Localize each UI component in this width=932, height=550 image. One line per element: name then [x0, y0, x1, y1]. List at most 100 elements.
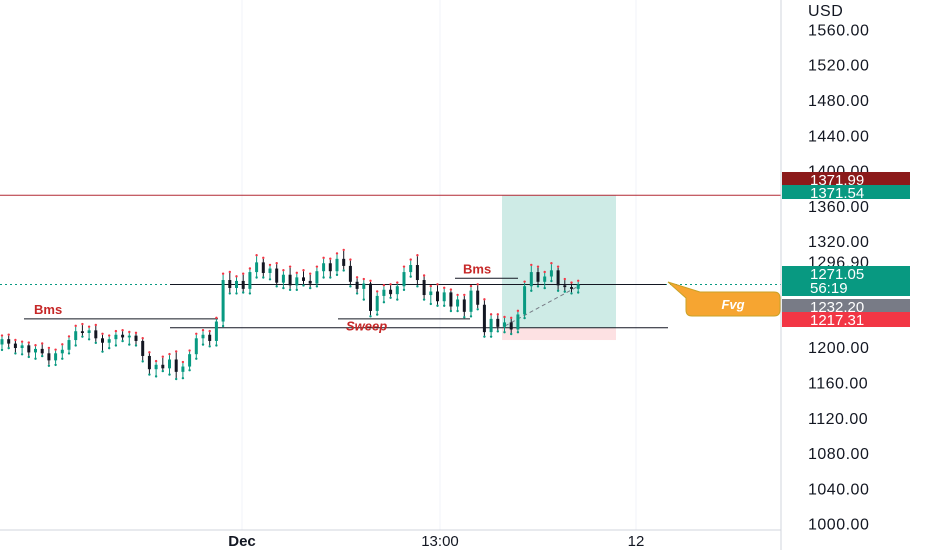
candle-body — [0, 339, 4, 345]
candle-body — [476, 290, 480, 305]
swing-high-marker — [168, 352, 171, 356]
candle — [516, 309, 520, 334]
swing-low-marker — [114, 344, 118, 347]
candle-body — [27, 345, 31, 353]
swing-low-marker — [168, 373, 171, 376]
swing-low-marker — [134, 344, 138, 347]
swing-low-marker — [483, 335, 486, 338]
swing-high-marker — [41, 342, 44, 345]
price-tag-label: 1371.54 — [810, 185, 864, 202]
swing-high-marker — [34, 344, 37, 347]
swing-low-marker — [429, 302, 432, 306]
swing-high-marker — [496, 313, 499, 316]
candle — [127, 330, 131, 346]
price-tag-countdown: 56:19 — [810, 280, 848, 297]
swing-low-marker — [188, 368, 191, 372]
swing-low-marker — [41, 354, 44, 358]
swing-low-marker — [449, 309, 453, 313]
candle-body — [556, 270, 560, 286]
swing-low-marker — [148, 373, 151, 376]
candle-body — [74, 331, 78, 341]
candle-body — [308, 280, 312, 284]
candle — [469, 284, 473, 318]
price-axis[interactable]: USD 1560.001520.001480.001440.001400.001… — [780, 0, 932, 550]
candle — [13, 338, 17, 355]
candle-body — [214, 321, 218, 341]
swing-high-marker — [275, 261, 278, 265]
candle-body — [369, 283, 372, 311]
currency-label: USD — [808, 3, 843, 20]
candle — [261, 256, 265, 279]
swing-high-marker — [530, 263, 533, 267]
swing-high-marker — [268, 263, 272, 267]
swing-high-marker — [61, 343, 64, 346]
candle-body — [409, 265, 413, 273]
swing-low-marker — [422, 298, 426, 301]
swing-low-marker — [469, 315, 473, 318]
swing-high-marker — [128, 330, 131, 334]
swing-high-marker — [121, 329, 124, 332]
candle — [181, 360, 185, 380]
candle-body — [328, 263, 332, 272]
swing-high-marker — [288, 265, 292, 268]
x-tick-label: 12 — [628, 533, 645, 550]
candle — [80, 322, 84, 338]
swing-high-marker — [429, 284, 432, 288]
candle-body — [188, 354, 192, 367]
swing-low-marker — [476, 308, 479, 311]
swing-high-marker — [355, 276, 359, 279]
candle — [496, 313, 500, 333]
price-tag-box — [782, 172, 910, 186]
candle-body — [523, 286, 527, 315]
candle — [429, 284, 433, 306]
swing-low-marker — [369, 315, 372, 318]
candle-body — [261, 262, 265, 273]
swing-low-marker — [536, 285, 540, 288]
swing-high-marker — [436, 283, 439, 286]
candle — [114, 329, 118, 347]
candle-body — [549, 270, 553, 277]
swing-low-marker — [349, 285, 352, 288]
swing-low-marker — [27, 355, 30, 359]
time-axis[interactable]: Dec 13:00 12 — [0, 529, 781, 550]
swing-low-marker — [108, 346, 111, 350]
candle — [168, 352, 171, 376]
swing-high-marker — [503, 315, 506, 319]
swing-high-marker — [67, 335, 71, 338]
price-tag-label: 1371.99 — [810, 172, 864, 189]
candle-body — [7, 339, 11, 344]
swing-low-marker — [315, 285, 319, 288]
candle — [74, 324, 78, 347]
bms-label-right: Bms — [463, 261, 491, 276]
candle-body — [456, 299, 460, 307]
candle — [348, 258, 352, 288]
swing-low-marker — [128, 343, 131, 346]
swing-low-marker — [436, 304, 439, 307]
candle — [503, 315, 506, 334]
candle-body — [47, 353, 51, 361]
swing-high-marker — [382, 284, 386, 287]
candle — [147, 351, 151, 376]
candle — [121, 329, 125, 343]
swing-high-marker — [282, 269, 285, 272]
candle-body — [302, 277, 305, 281]
y-tick-label: 1440.00 — [808, 128, 869, 145]
grid — [241, 0, 637, 530]
candle-body — [382, 289, 386, 296]
candle-body — [161, 364, 165, 369]
candle-body — [20, 345, 24, 349]
swing-low-marker — [215, 344, 218, 347]
candle — [529, 263, 533, 292]
swing-low-marker — [443, 304, 446, 307]
swing-high-marker — [349, 258, 352, 261]
swing-low-marker — [242, 291, 245, 294]
swing-high-marker — [47, 346, 51, 350]
candle-body — [509, 322, 513, 330]
candle — [134, 331, 138, 347]
swing-low-marker — [322, 276, 325, 279]
swing-low-marker — [309, 286, 312, 290]
swing-high-marker — [54, 348, 57, 351]
candle — [20, 340, 24, 356]
swing-low-marker — [530, 289, 533, 292]
